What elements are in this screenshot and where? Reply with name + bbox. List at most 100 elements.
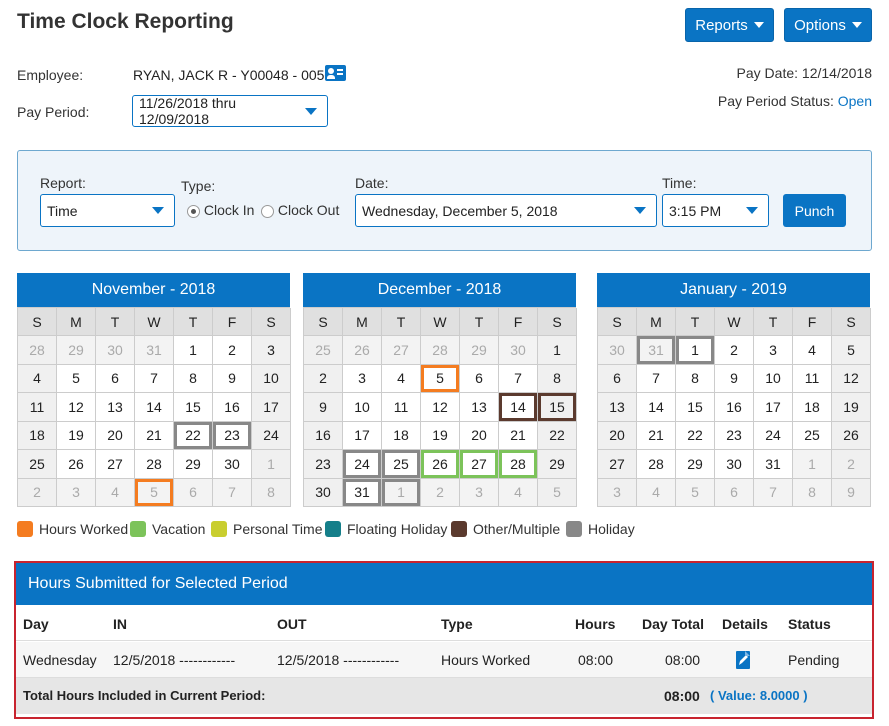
calendar-day[interactable]: 4 — [793, 336, 832, 365]
calendar-day[interactable]: 23 — [715, 421, 754, 450]
calendar-day[interactable]: 31 — [637, 336, 676, 365]
calendar-day[interactable]: 19 — [421, 421, 460, 450]
calendar-day[interactable]: 18 — [382, 421, 421, 450]
calendar-day[interactable]: 21 — [135, 421, 174, 450]
calendar-day[interactable]: 8 — [174, 364, 213, 393]
calendar-day[interactable]: 15 — [676, 393, 715, 422]
calendar-day[interactable]: 30 — [96, 336, 135, 365]
calendar-day[interactable]: 7 — [754, 478, 793, 507]
calendar-day[interactable]: 3 — [598, 478, 637, 507]
date-select[interactable]: Wednesday, December 5, 2018 — [355, 194, 657, 227]
edit-document-icon[interactable] — [736, 651, 750, 669]
calendar-day[interactable]: 25 — [304, 336, 343, 365]
calendar-day[interactable]: 2 — [832, 450, 871, 479]
calendar-day[interactable]: 24 — [754, 421, 793, 450]
calendar-day[interactable]: 9 — [715, 364, 754, 393]
calendar-day[interactable]: 19 — [57, 421, 96, 450]
calendar-day[interactable]: 7 — [637, 364, 676, 393]
radio-unselected-icon[interactable] — [261, 204, 274, 218]
calendar-day[interactable]: 20 — [598, 421, 637, 450]
calendar-day[interactable]: 14 — [499, 393, 538, 422]
calendar-day[interactable]: 31 — [343, 478, 382, 507]
calendar-day[interactable]: 2 — [304, 364, 343, 393]
calendar-day[interactable]: 13 — [598, 393, 637, 422]
calendar-day[interactable]: 26 — [343, 336, 382, 365]
calendar-day[interactable]: 27 — [460, 450, 499, 479]
calendar-day[interactable]: 8 — [538, 364, 577, 393]
calendar-day[interactable]: 15 — [538, 393, 577, 422]
calendar-day[interactable]: 5 — [421, 364, 460, 393]
calendar-day[interactable]: 16 — [304, 421, 343, 450]
calendar-day[interactable]: 27 — [96, 450, 135, 479]
calendar-day[interactable]: 5 — [538, 478, 577, 507]
calendar-day[interactable]: 20 — [460, 421, 499, 450]
calendar-day[interactable]: 4 — [382, 364, 421, 393]
calendar-day[interactable]: 11 — [382, 393, 421, 422]
calendar-day[interactable]: 7 — [135, 364, 174, 393]
calendar-day[interactable]: 13 — [460, 393, 499, 422]
reports-button[interactable]: Reports — [685, 8, 774, 42]
calendar-day[interactable]: 3 — [460, 478, 499, 507]
clock-out-radio[interactable]: Clock Out — [261, 202, 339, 218]
calendar-day[interactable]: 28 — [637, 450, 676, 479]
calendar-day[interactable]: 28 — [18, 336, 57, 365]
calendar-day[interactable]: 8 — [252, 478, 291, 507]
calendar-day[interactable]: 14 — [637, 393, 676, 422]
calendar-day[interactable]: 9 — [213, 364, 252, 393]
calendar-day[interactable]: 17 — [343, 421, 382, 450]
calendar-day[interactable]: 5 — [676, 478, 715, 507]
calendar-day[interactable]: 29 — [676, 450, 715, 479]
calendar-day[interactable]: 16 — [213, 393, 252, 422]
calendar-day[interactable]: 19 — [832, 393, 871, 422]
calendar-day[interactable]: 31 — [754, 450, 793, 479]
calendar-day[interactable]: 5 — [135, 478, 174, 507]
calendar-day[interactable]: 23 — [304, 450, 343, 479]
calendar-day[interactable]: 30 — [304, 478, 343, 507]
calendar-day[interactable]: 4 — [96, 478, 135, 507]
calendar-day[interactable]: 28 — [421, 336, 460, 365]
time-select[interactable]: 3:15 PM — [662, 194, 769, 227]
calendar-day[interactable]: 4 — [18, 364, 57, 393]
calendar-day[interactable]: 26 — [832, 421, 871, 450]
calendar-day[interactable]: 25 — [18, 450, 57, 479]
calendar-day[interactable]: 10 — [343, 393, 382, 422]
calendar-day[interactable]: 31 — [135, 336, 174, 365]
calendar-day[interactable]: 16 — [715, 393, 754, 422]
calendar-day[interactable]: 5 — [57, 364, 96, 393]
calendar-day[interactable]: 22 — [676, 421, 715, 450]
calendar-day[interactable]: 13 — [96, 393, 135, 422]
calendar-day[interactable]: 24 — [252, 421, 291, 450]
calendar-day[interactable]: 22 — [174, 421, 213, 450]
calendar-day[interactable]: 5 — [832, 336, 871, 365]
calendar-day[interactable]: 30 — [598, 336, 637, 365]
calendar-day[interactable]: 23 — [213, 421, 252, 450]
calendar-day[interactable]: 29 — [538, 450, 577, 479]
calendar-day[interactable]: 1 — [252, 450, 291, 479]
calendar-day[interactable]: 27 — [382, 336, 421, 365]
calendar-day[interactable]: 30 — [213, 450, 252, 479]
calendar-day[interactable]: 9 — [304, 393, 343, 422]
calendar-day[interactable]: 29 — [57, 336, 96, 365]
calendar-day[interactable]: 3 — [343, 364, 382, 393]
punch-button[interactable]: Punch — [783, 194, 846, 227]
calendar-day[interactable]: 15 — [174, 393, 213, 422]
calendar-day[interactable]: 1 — [676, 336, 715, 365]
calendar-day[interactable]: 8 — [793, 478, 832, 507]
calendar-day[interactable]: 7 — [213, 478, 252, 507]
calendar-day[interactable]: 10 — [252, 364, 291, 393]
calendar-day[interactable]: 28 — [135, 450, 174, 479]
calendar-day[interactable]: 3 — [252, 336, 291, 365]
calendar-day[interactable]: 6 — [715, 478, 754, 507]
calendar-day[interactable]: 6 — [96, 364, 135, 393]
calendar-day[interactable]: 30 — [499, 336, 538, 365]
calendar-day[interactable]: 25 — [793, 421, 832, 450]
calendar-day[interactable]: 24 — [343, 450, 382, 479]
calendar-day[interactable]: 22 — [538, 421, 577, 450]
calendar-day[interactable]: 1 — [174, 336, 213, 365]
calendar-day[interactable]: 10 — [754, 364, 793, 393]
calendar-day[interactable]: 17 — [252, 393, 291, 422]
pay-status-value[interactable]: Open — [837, 93, 872, 109]
radio-selected-icon[interactable] — [187, 204, 200, 218]
calendar-day[interactable]: 11 — [793, 364, 832, 393]
calendar-day[interactable]: 2 — [421, 478, 460, 507]
